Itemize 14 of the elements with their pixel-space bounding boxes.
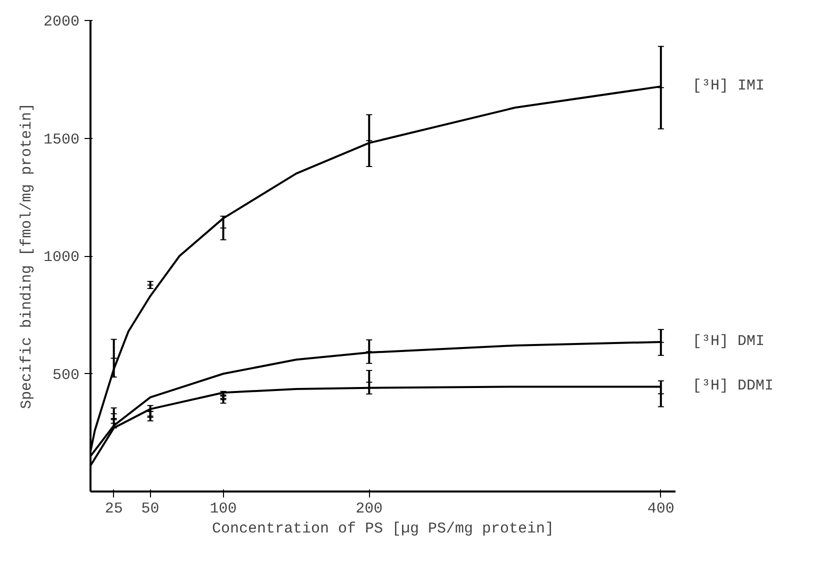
text: [³H] IMI bbox=[692, 77, 765, 94]
text: [³H] DDMI bbox=[692, 378, 774, 395]
x-tick-label: 400 bbox=[647, 500, 674, 518]
y-axis-title: Specific binding [fmol/mg protein] bbox=[18, 102, 36, 410]
y-tick-label: 1000 bbox=[43, 249, 80, 266]
x-axis-title: Concentration of PS [µg PS/mg protein] bbox=[212, 520, 554, 538]
y-tick-label: 2000 bbox=[43, 14, 80, 30]
y-tick-label: 500 bbox=[52, 366, 80, 384]
x-tick-label: 50 bbox=[141, 500, 160, 518]
x-tick-label: 25 bbox=[104, 500, 123, 518]
x-tick-label: 200 bbox=[356, 500, 383, 518]
y-tick-label: 1500 bbox=[43, 131, 80, 148]
text: [³H] DMI bbox=[692, 332, 765, 350]
x-tick-label: 100 bbox=[210, 500, 237, 518]
